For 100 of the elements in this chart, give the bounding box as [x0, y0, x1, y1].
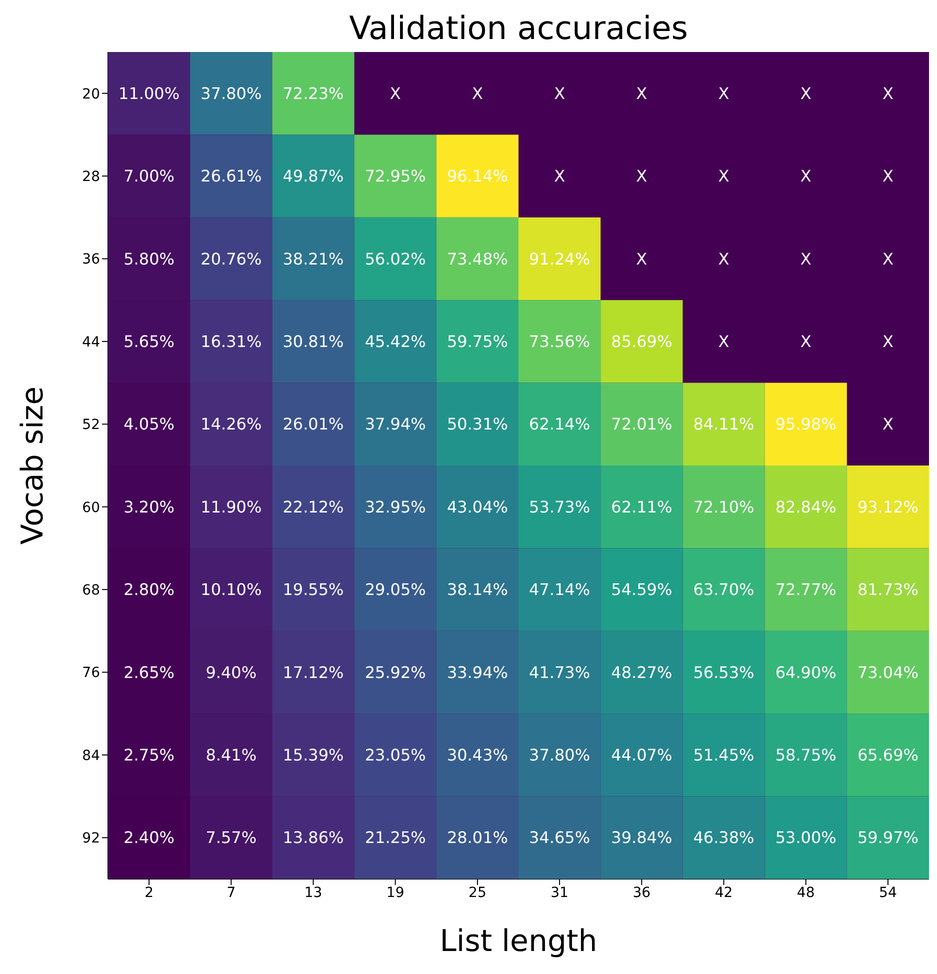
data-label: 11.00% [118, 84, 180, 103]
x-tick-label: 13 [304, 884, 322, 901]
data-label: 37.94% [364, 414, 426, 434]
text: X [800, 332, 812, 351]
data-label: 81.73% [857, 580, 918, 600]
chart-title: Validation accuracies [348, 8, 689, 48]
data-label: 2.40% [124, 828, 174, 848]
data-label: 91.24% [529, 249, 590, 268]
x-tick-label: 25 [468, 884, 486, 901]
data-label: 38.14% [446, 580, 508, 600]
text: X [390, 84, 401, 103]
data-label: 73.56% [529, 332, 590, 351]
data-label: 22.12% [282, 497, 344, 516]
text: X [800, 249, 812, 268]
x-tick-label: 2 [144, 884, 154, 901]
x-tick-label: 31 [550, 884, 568, 901]
data-label: 25.92% [364, 662, 426, 682]
x-tick-label: 36 [632, 884, 651, 901]
text: X [718, 166, 730, 186]
data-label: 5.80% [124, 249, 174, 268]
text: X [636, 249, 648, 268]
x-tick-label: 19 [386, 884, 404, 901]
data-label: 10.10% [200, 580, 262, 600]
data-label: 54.59% [611, 580, 672, 600]
data-label: 37.80% [529, 745, 590, 764]
data-label: 47.14% [529, 580, 590, 600]
data-label: 8.41% [206, 745, 257, 764]
data-label: 72.10% [693, 497, 754, 516]
text: X [882, 414, 894, 434]
data-label: 39.84% [611, 828, 672, 848]
data-label: 63.70% [693, 580, 754, 600]
text: X [718, 332, 730, 351]
y-tick-label: 44 [82, 334, 100, 350]
data-label: 30.43% [446, 745, 508, 764]
data-label: 45.42% [364, 332, 426, 351]
data-label: 23.05% [364, 745, 426, 764]
data-label: 53.00% [775, 828, 836, 848]
text: X [554, 84, 566, 103]
y-tick-label: 84 [82, 748, 100, 764]
data-label: 95.98% [775, 414, 836, 434]
data-label: 72.23% [282, 84, 344, 103]
text: X [882, 166, 894, 186]
data-label: 56.02% [364, 249, 426, 268]
text: X [882, 84, 894, 103]
text: X [472, 84, 483, 103]
y-tick-label: 60 [82, 500, 100, 516]
data-label: 21.25% [364, 828, 426, 848]
text: X [800, 166, 812, 186]
data-label: 65.69% [857, 745, 918, 764]
data-label: 53.73% [529, 497, 590, 516]
data-label: 2.75% [124, 745, 174, 764]
data-label: 20.76% [200, 249, 262, 268]
y-tick-label: 68 [82, 582, 100, 599]
data-label: 84.11% [693, 414, 754, 434]
data-label: 11.90% [200, 497, 262, 516]
data-label: 43.04% [446, 497, 508, 516]
data-label: 30.81% [282, 332, 344, 351]
data-label: 9.40% [206, 662, 257, 682]
data-label: 33.94% [446, 662, 508, 682]
data-label: 85.69% [611, 332, 672, 351]
data-label: 93.12% [857, 497, 918, 516]
data-label: 59.75% [446, 332, 508, 351]
data-label: 7.00% [124, 166, 174, 186]
text: X [554, 166, 566, 186]
data-label: 59.97% [857, 828, 918, 848]
y-tick-label: 52 [82, 417, 100, 434]
data-label: 4.05% [124, 414, 174, 434]
data-label: 14.26% [200, 414, 262, 434]
data-label: 3.20% [124, 497, 174, 516]
text: X [718, 84, 730, 103]
text: X [882, 249, 894, 268]
data-label: 51.45% [693, 745, 754, 764]
data-label: 46.38% [693, 828, 754, 848]
data-label: 48.27% [611, 662, 672, 682]
text: X [636, 166, 648, 186]
x-tick-label: 54 [879, 884, 897, 901]
data-label: 2.80% [124, 580, 174, 600]
data-label: 62.11% [611, 497, 672, 516]
data-label: 5.65% [124, 332, 174, 351]
data-label: 2.65% [124, 662, 174, 682]
data-label: 13.86% [282, 828, 344, 848]
data-label: 32.95% [364, 497, 426, 516]
data-label: 82.84% [775, 497, 836, 516]
y-tick-label: 76 [82, 665, 100, 682]
data-label: 44.07% [611, 745, 672, 764]
y-tick-label: 20 [82, 86, 100, 102]
text: X [718, 249, 730, 268]
data-label: 58.75% [775, 745, 836, 764]
x-axis-title: List length [440, 924, 598, 959]
data-label: 64.90% [775, 662, 836, 682]
data-label: 37.80% [200, 84, 262, 103]
data-label: 73.04% [857, 662, 918, 682]
data-label: 62.14% [529, 414, 590, 434]
data-label: 50.31% [446, 414, 508, 434]
text: X [800, 84, 812, 103]
data-label: 28.01% [446, 828, 508, 848]
data-label: 72.77% [775, 580, 836, 600]
data-label: 49.87% [282, 166, 344, 186]
x-tick-label: 7 [226, 884, 236, 901]
data-label: 29.05% [364, 580, 426, 600]
